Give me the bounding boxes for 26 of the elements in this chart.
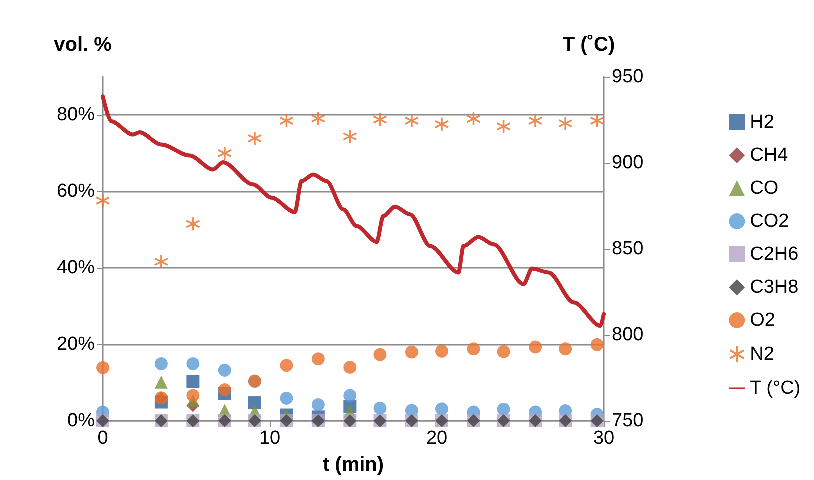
y-tick-label: 0% (68, 410, 96, 432)
x-tick-label: 0 (98, 428, 108, 449)
legend-label: C2H6 (750, 244, 799, 265)
legend-label: CH4 (750, 145, 789, 166)
y2-tick-label: 800 (612, 324, 644, 346)
y-tick-label: 20% (56, 334, 96, 356)
y-axis-title: vol. % (54, 34, 112, 56)
y-tick-label: 60% (56, 181, 96, 202)
y-tick-label: 40% (56, 258, 96, 279)
y2-tick-label: 850 (612, 238, 644, 260)
y2-axis-title: T (˚C) (562, 34, 616, 56)
legend-label: CO2 (750, 211, 790, 232)
x-axis-title: t (min) (322, 454, 384, 476)
legend-label: O2 (750, 310, 776, 331)
x-tick-label: 10 (259, 428, 281, 449)
y-tick-label: 80% (56, 104, 96, 126)
legend-label: CO (750, 178, 779, 199)
legend-label: C3H8 (750, 277, 799, 298)
x-tick-label: 20 (426, 428, 448, 449)
y2-tick-label: 900 (612, 152, 644, 174)
y2-tick-label: 750 (612, 410, 644, 432)
legend-label: N2 (750, 344, 774, 365)
legend-label: T (°C) (750, 378, 801, 399)
legend-label: H2 (750, 112, 774, 133)
y2-tick-label: 950 (612, 66, 644, 88)
x-tick-label: 30 (593, 428, 615, 449)
